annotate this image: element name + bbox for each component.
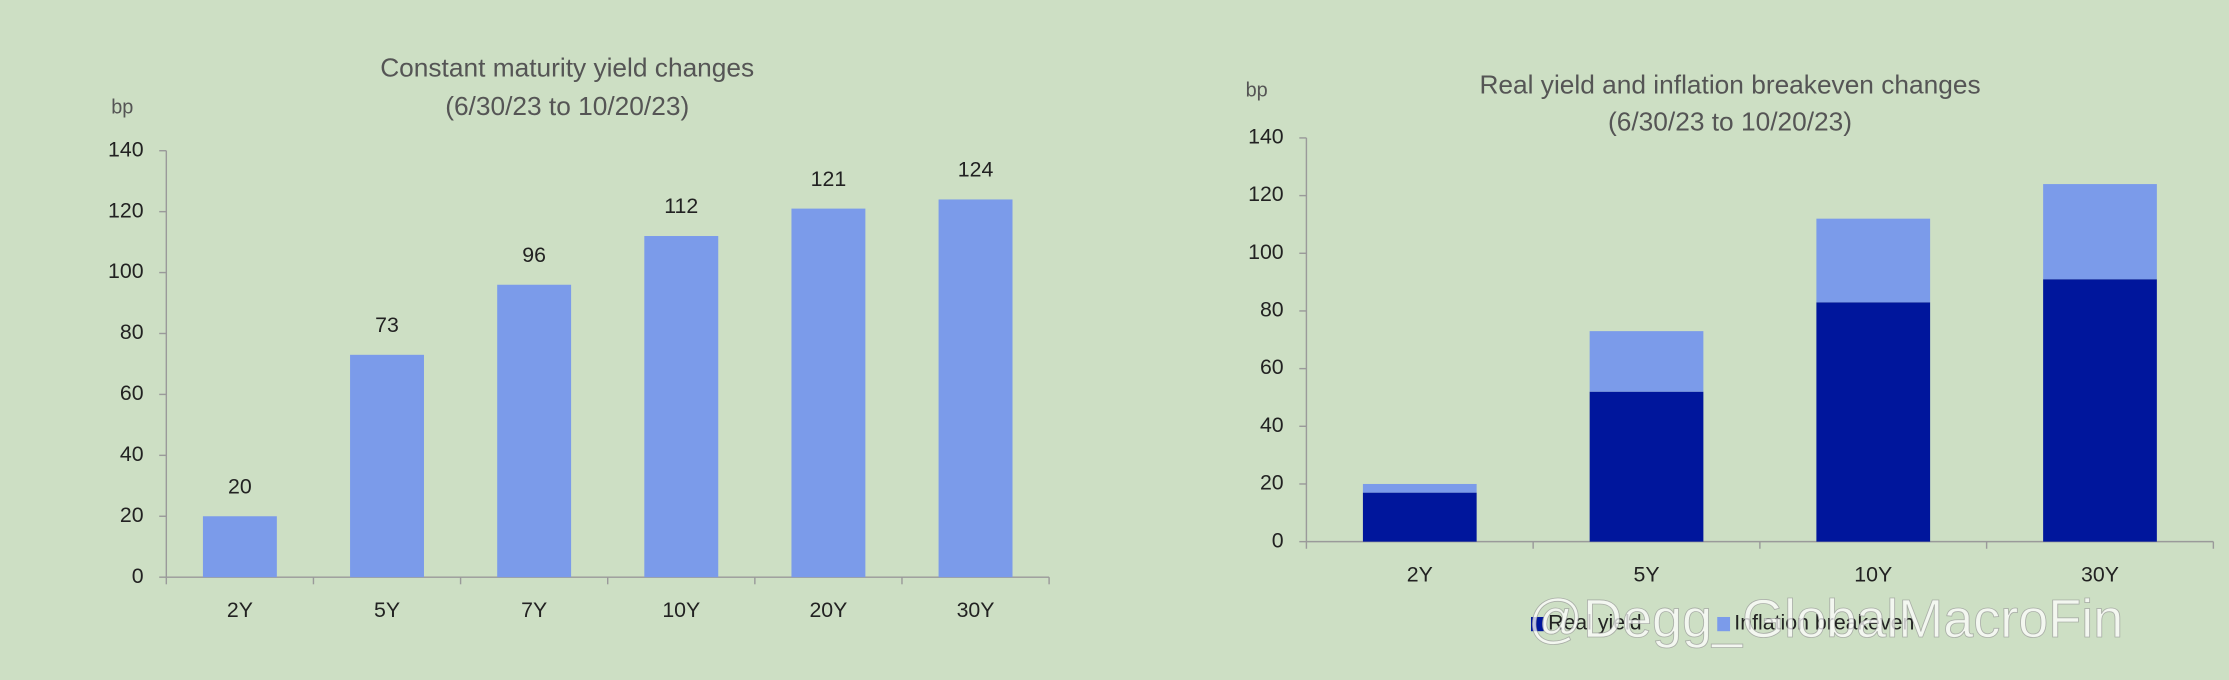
x-tick-label: 10Y [1854,562,1892,586]
bar-segment [1362,492,1477,542]
bar-segment [1589,331,1704,392]
y-tick-label: 40 [120,442,144,466]
chart-subtitle: (6/30/23 to 10/20/23) [445,91,689,121]
y-tick-label: 0 [132,564,144,588]
y-axis-label: bp [111,96,133,118]
y-tick-label: 20 [120,503,144,527]
y-tick-label: 20 [1260,471,1284,495]
bar [202,516,277,578]
bar-segment [1816,302,1931,542]
y-tick-label: 80 [1260,298,1284,322]
x-tick-label: 30Y [2081,562,2119,586]
x-tick-label: 7Y [521,598,547,622]
y-tick-label: 40 [1260,413,1284,437]
watermark: @Degg_GlobalMacroFin [1528,589,2123,649]
bar [350,354,424,578]
y-tick-label: 100 [108,259,144,283]
data-label: 112 [664,194,698,218]
y-tick-label: 60 [120,381,144,405]
y-tick-label: 120 [1248,182,1284,206]
bar-segment [2043,184,2157,280]
y-axis-label: bp [1246,79,1268,101]
bar-segment [1362,483,1477,493]
x-tick-label: 30Y [957,598,995,622]
bar [644,236,719,578]
data-label: 124 [958,158,994,182]
data-label: 96 [522,243,546,267]
bar-segment [2043,279,2157,542]
bar-segment [1816,218,1931,303]
chart-title: Real yield and inflation breakeven chang… [1479,70,1980,100]
y-tick-label: 140 [1248,125,1284,149]
legend-label: Inflation breakeven [1734,611,1914,635]
bar-segment [1589,391,1704,542]
data-label: 73 [375,313,399,337]
y-tick-label: 140 [108,137,144,161]
legend-label: Real yield [1548,611,1642,635]
data-label: 121 [811,167,847,191]
y-tick-label: 60 [1260,355,1284,379]
bar [791,208,866,578]
data-label: 20 [228,474,252,498]
x-tick-label: 20Y [809,598,847,622]
y-tick-label: 80 [120,320,144,344]
legend-swatch [1717,616,1731,632]
y-tick-label: 120 [108,198,144,222]
chart-subtitle: (6/30/23 to 10/20/23) [1608,107,1852,137]
y-tick-label: 0 [1272,528,1284,552]
legend-swatch [1531,616,1544,632]
x-tick-label: 2Y [227,598,253,622]
bar [938,199,1013,578]
y-tick-label: 100 [1248,240,1284,264]
x-tick-label: 5Y [374,598,400,622]
x-tick-label: 10Y [662,598,700,622]
x-tick-label: 2Y [1407,562,1433,586]
bar [497,284,572,578]
x-tick-label: 5Y [1633,562,1659,586]
chart-title: Constant maturity yield changes [380,53,754,83]
